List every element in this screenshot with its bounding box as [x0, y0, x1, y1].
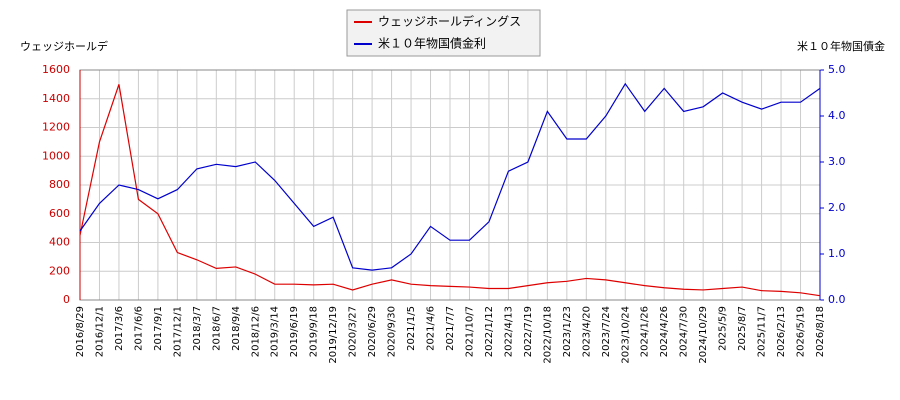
- x-tick-label: 2022/7/19: [523, 306, 534, 357]
- x-tick-label: 2018/12/6: [250, 306, 261, 357]
- y2-tick-label: 1.0: [828, 247, 846, 260]
- x-tick-label: 2020/9/30: [387, 306, 398, 357]
- series-line: [79, 84, 821, 297]
- x-tick-label: 2019/6/19: [289, 306, 300, 357]
- x-tick-label: 2022/4/13: [503, 306, 514, 357]
- legend-label: ウェッジホールディングス: [378, 14, 521, 29]
- x-tick-label: 2017/6/6: [133, 306, 144, 351]
- x-tick-label: 2024/4/26: [659, 306, 670, 357]
- x-tick-label: 2021/10/7: [464, 306, 475, 357]
- y2-tick-label: 4.0: [828, 109, 846, 122]
- x-tick-label: 2023/10/24: [620, 306, 631, 364]
- series-line: [79, 82, 821, 271]
- y-tick-label: 1400: [42, 92, 70, 105]
- y-tick-label: 800: [49, 178, 70, 191]
- x-tick-label: 2023/7/24: [601, 306, 612, 357]
- y2-tick-label: 3.0: [828, 155, 846, 168]
- x-tick-label: 2023/4/20: [581, 306, 592, 357]
- y2-tick-label: 2.0: [828, 201, 846, 214]
- x-tick-label: 2026/5/19: [796, 306, 807, 357]
- x-tick-label: 2026/8/18: [815, 306, 826, 357]
- x-tick-label: 2016/8/29: [75, 306, 86, 357]
- x-tick-label: 2022/1/12: [484, 306, 495, 357]
- x-tick-label: 2021/7/7: [445, 306, 456, 351]
- x-tick-label: 2021/1/5: [406, 306, 417, 351]
- legend-label: 米１０年物国債金利: [378, 36, 486, 51]
- x-tick-label: 2019/12/19: [328, 306, 339, 364]
- x-tick-label: 2017/12/1: [172, 306, 183, 357]
- y-tick-label: 200: [49, 264, 70, 277]
- x-tick-label: 2024/1/26: [640, 306, 651, 357]
- x-tick-label: 2024/7/30: [679, 306, 690, 357]
- x-tick-label: 2022/10/18: [542, 306, 553, 364]
- x-tick-label: 2018/9/4: [231, 306, 242, 351]
- x-tick-label: 2016/12/1: [94, 306, 105, 357]
- y-tick-label: 600: [49, 207, 70, 220]
- y-axis-title: ウェッジホールデ: [20, 39, 108, 53]
- y2-tick-label: 0.0: [828, 293, 846, 306]
- y2-tick-label: 5.0: [828, 63, 846, 76]
- y2-axis-title: 米１０年物国債金: [797, 39, 885, 53]
- y-tick-label: 1600: [42, 63, 70, 76]
- x-tick-label: 2018/3/7: [192, 306, 203, 351]
- x-tick-label: 2021/4/6: [426, 306, 437, 351]
- x-tick-label: 2026/2/13: [776, 306, 787, 357]
- x-tick-label: 2023/1/23: [562, 306, 573, 357]
- y-tick-label: 1200: [42, 121, 70, 134]
- x-tick-label: 2020/6/29: [367, 306, 378, 357]
- y-tick-label: 400: [49, 236, 70, 249]
- x-tick-label: 2017/9/1: [153, 306, 164, 351]
- x-tick-label: 2018/6/7: [211, 306, 222, 351]
- x-tick-label: 2019/3/14: [270, 306, 281, 357]
- legend-box: [346, 9, 541, 57]
- y-tick-label: 0: [63, 293, 70, 306]
- x-tick-label: 2017/3/6: [114, 306, 125, 351]
- x-tick-label: 2025/11/7: [757, 306, 768, 357]
- y-tick-label: 1000: [42, 149, 70, 162]
- x-tick-label: 2020/3/27: [348, 306, 359, 357]
- x-tick-label: 2019/9/18: [309, 306, 320, 357]
- x-tick-label: 2025/5/9: [718, 306, 729, 351]
- x-tick-label: 2025/8/7: [737, 306, 748, 351]
- x-tick-label: 2024/10/29: [698, 306, 709, 364]
